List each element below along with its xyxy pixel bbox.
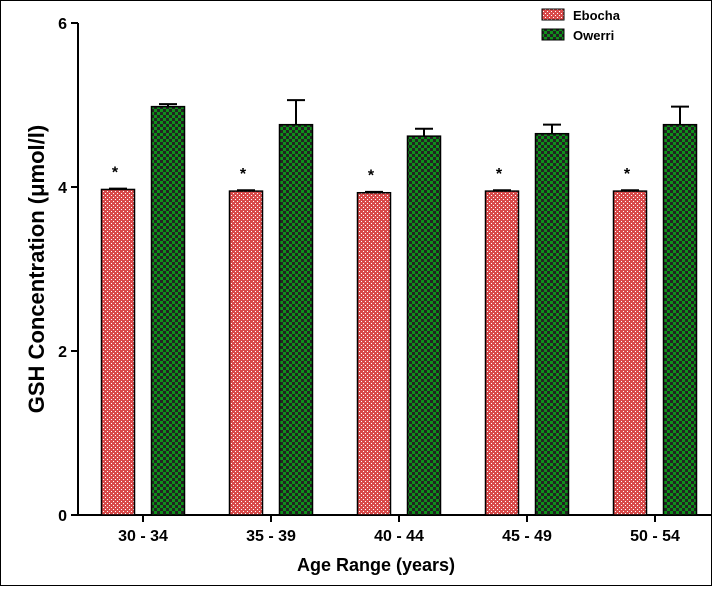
legend-swatch-owerri [541,28,565,41]
y-ticks: 0 2 4 6 [58,16,78,525]
y-tick-label: 6 [58,16,67,33]
owerri-bar [150,105,186,516]
owerri-bar [662,123,698,516]
significance-marker: * [240,166,247,183]
y-axis-title: GSH Concentration (μmol/l) [24,125,49,413]
legend-swatch-ebocha [541,8,565,21]
bars: * * * * * [100,99,698,516]
significance-marker: * [496,166,503,183]
y-tick-label: 0 [58,508,67,525]
ebocha-bar [356,191,392,516]
ebocha-bar [612,190,648,516]
x-ticks: 30 - 34 35 - 39 40 - 44 45 - 49 50 - 54 [118,515,680,545]
ebocha-bar [484,190,520,516]
legend-label-owerri: Owerri [573,28,614,43]
x-tick-label: 50 - 54 [630,528,680,545]
y-tick-label: 2 [58,344,67,361]
significance-marker: * [112,164,119,181]
y-tick-label: 4 [58,180,67,197]
x-tick-label: 45 - 49 [502,528,552,545]
ebocha-bar [228,190,264,516]
legend: Ebocha Owerri [541,8,621,43]
legend-label-ebocha: Ebocha [573,8,621,23]
significance-marker: * [368,168,375,185]
x-tick-label: 40 - 44 [374,528,424,545]
significance-marker: * [624,166,631,183]
owerri-bar [406,135,442,516]
owerri-bar [534,132,570,516]
ebocha-bar [100,188,136,516]
x-axis-title: Age Range (years) [297,555,455,575]
x-tick-label: 30 - 34 [118,528,168,545]
owerri-bar [278,123,314,516]
x-tick-label: 35 - 39 [246,528,296,545]
